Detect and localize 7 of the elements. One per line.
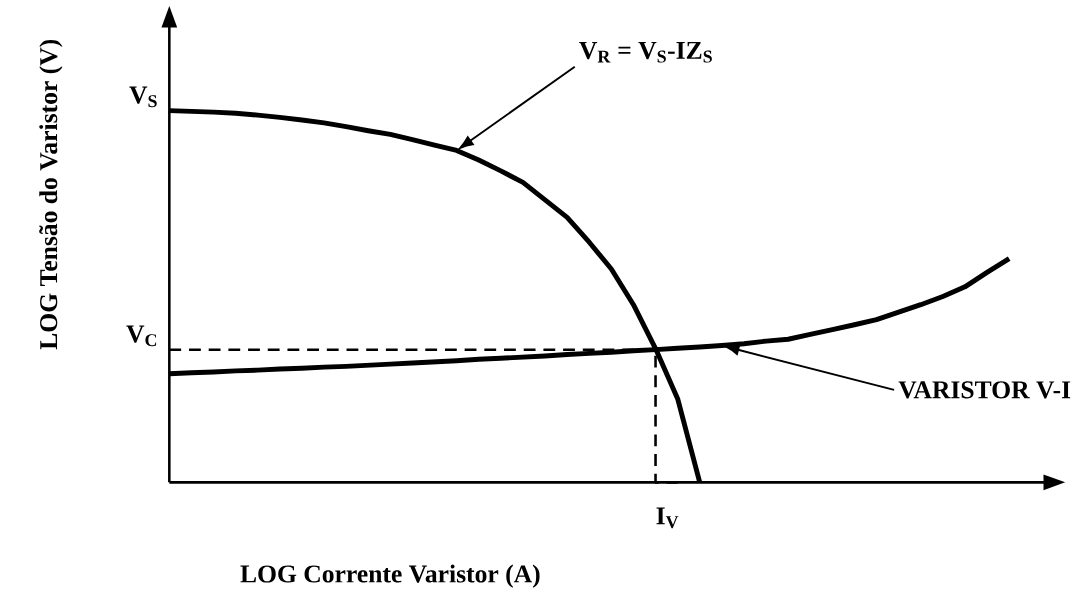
x-axis-title: LOG Corrente Varistor (A) — [240, 564, 540, 588]
text: V$_{C}$ — [126, 325, 157, 347]
annotation: VARISTOR V-I — [898, 381, 1071, 399]
y-axis-title: LOG Tensão do Varistor (V) — [39, 39, 63, 350]
text: I$_{V}$ — [656, 507, 679, 529]
text: V$_{S}$ — [129, 86, 157, 108]
text: V$_{R}$ = V$_{S}$-IZ$_{S}$ — [579, 41, 712, 63]
